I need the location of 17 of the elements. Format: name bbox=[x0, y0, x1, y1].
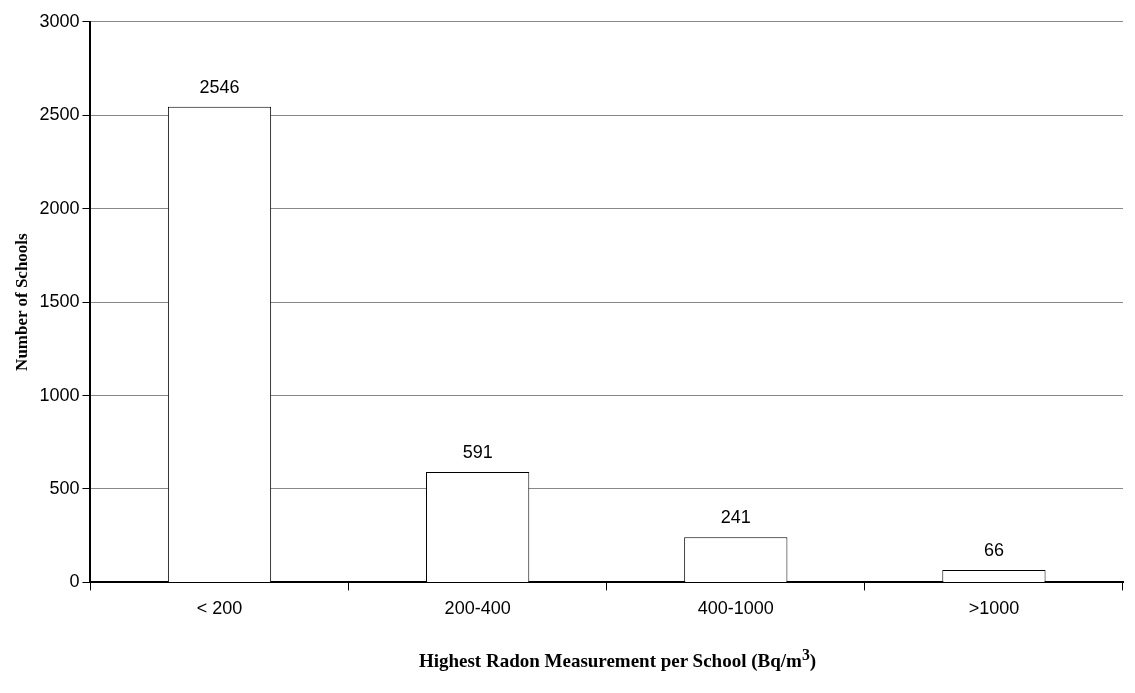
x-tick-label: 400-1000 bbox=[697, 598, 774, 619]
y-tick-label: 500 bbox=[49, 477, 80, 498]
y-tick-label: 1000 bbox=[39, 384, 80, 405]
y-tick-label: 1500 bbox=[39, 291, 80, 312]
y-tick-label: 3000 bbox=[39, 10, 80, 31]
data-label: 66 bbox=[983, 540, 1004, 561]
x-tick-label: < 200 bbox=[196, 598, 243, 619]
y-tick-label: 2500 bbox=[39, 104, 80, 125]
data-label: 241 bbox=[720, 507, 751, 528]
data-label: 591 bbox=[462, 441, 493, 462]
data-label: 2546 bbox=[199, 76, 240, 97]
y-tick-label: 0 bbox=[69, 571, 80, 592]
x-tick-label: >1000 bbox=[968, 598, 1020, 619]
x-tick-label: 200-400 bbox=[444, 598, 511, 619]
y-tick-label: 2000 bbox=[39, 197, 80, 218]
y-axis-title: Number of Schools bbox=[11, 232, 31, 371]
x-axis-title: Highest Radon Measurement per School (Bq/m$^{3}$) bbox=[417, 646, 818, 673]
